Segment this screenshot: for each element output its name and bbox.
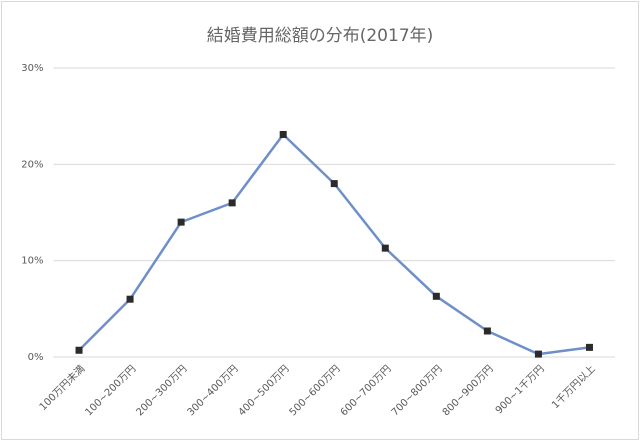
marker [381, 244, 389, 252]
marker [279, 130, 287, 138]
marker [585, 343, 593, 351]
marker [228, 199, 236, 207]
marker [432, 292, 440, 300]
y-tick-label: 10% [21, 256, 43, 267]
marker [126, 295, 134, 303]
y-tick-label: 20% [21, 159, 43, 170]
chart-title: 結婚費用総額の分布(2017年) [207, 26, 434, 46]
marker [483, 327, 491, 335]
marker [330, 180, 338, 188]
y-tick-label: 30% [21, 63, 43, 74]
marker [75, 346, 83, 354]
marker [177, 218, 185, 226]
marker [534, 350, 542, 358]
y-tick-label: 0% [28, 352, 44, 363]
